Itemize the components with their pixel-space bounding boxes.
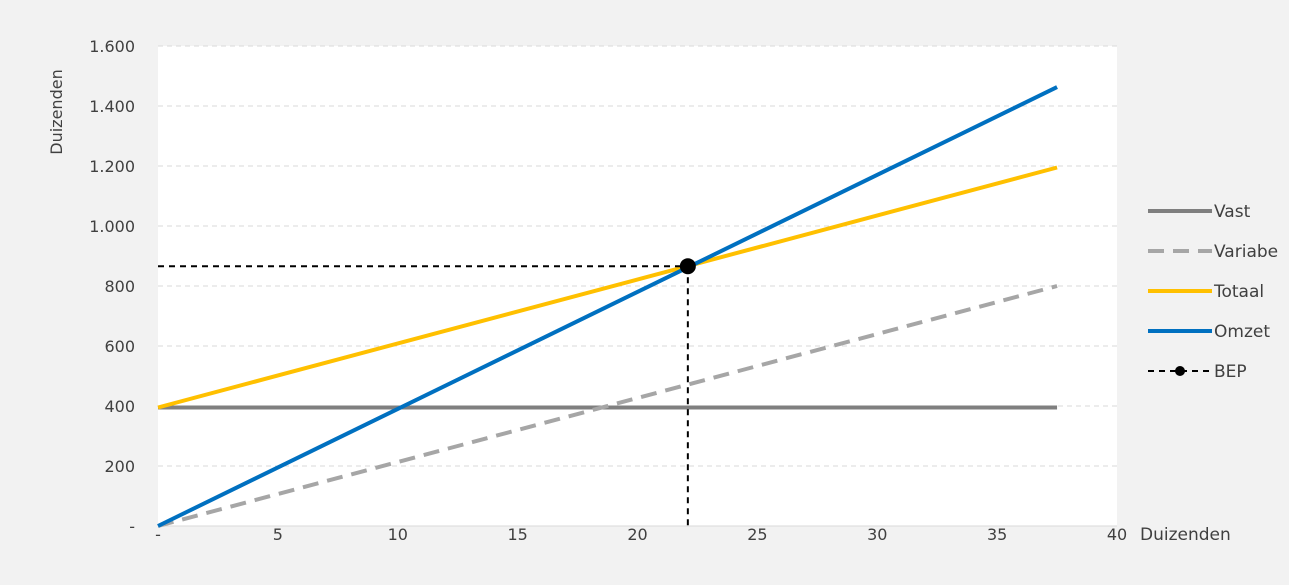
y-tick-label: 1.600 — [89, 37, 135, 56]
bep-point — [679, 258, 696, 275]
x-axis-ticks: - 5 10 15 20 25 30 35 40 — [155, 525, 1127, 544]
series-lines — [157, 85, 1058, 528]
x-tick-label: 10 — [388, 525, 408, 544]
y-tick-label: 1.000 — [89, 217, 135, 236]
y-axis-label: Duizenden — [47, 69, 66, 154]
x-tick-label: 15 — [507, 525, 527, 544]
y-tick-label: 200 — [104, 457, 135, 476]
y-tick-label: 1.200 — [89, 157, 135, 176]
legend-label-vast: Vast — [1214, 202, 1251, 222]
y-tick-label: - — [129, 517, 135, 536]
legend: Vast Variabe Totaal Omzet BEP — [1148, 202, 1278, 382]
legend-label-totaal: Totaal — [1213, 282, 1264, 302]
legend-label-variabe: Variabe — [1214, 242, 1278, 262]
legend-swatch-bep-dot — [1175, 366, 1185, 376]
x-tick-label: 30 — [867, 525, 887, 544]
y-tick-label: 600 — [104, 337, 135, 356]
x-tick-label: 20 — [627, 525, 647, 544]
x-axis-label: Duizenden — [1140, 525, 1231, 545]
y-tick-label: 800 — [104, 277, 135, 296]
legend-label-omzet: Omzet — [1214, 322, 1270, 342]
x-tick-label: - — [155, 525, 161, 544]
bep-markers — [158, 258, 696, 526]
x-tick-label: 35 — [987, 525, 1007, 544]
y-tick-label: 400 — [104, 397, 135, 416]
series-line-totaal — [157, 165, 1058, 410]
legend-label-bep: BEP — [1214, 362, 1247, 382]
y-tick-label: 1.400 — [89, 97, 135, 116]
series-line-omzet — [157, 85, 1058, 528]
x-tick-label: 40 — [1107, 525, 1127, 544]
x-tick-label: 25 — [747, 525, 767, 544]
series-line-variabe — [157, 284, 1058, 528]
y-axis-ticks: - 200 400 600 800 1.000 1.200 1.400 1.600 — [89, 37, 135, 536]
x-tick-label: 5 — [273, 525, 283, 544]
